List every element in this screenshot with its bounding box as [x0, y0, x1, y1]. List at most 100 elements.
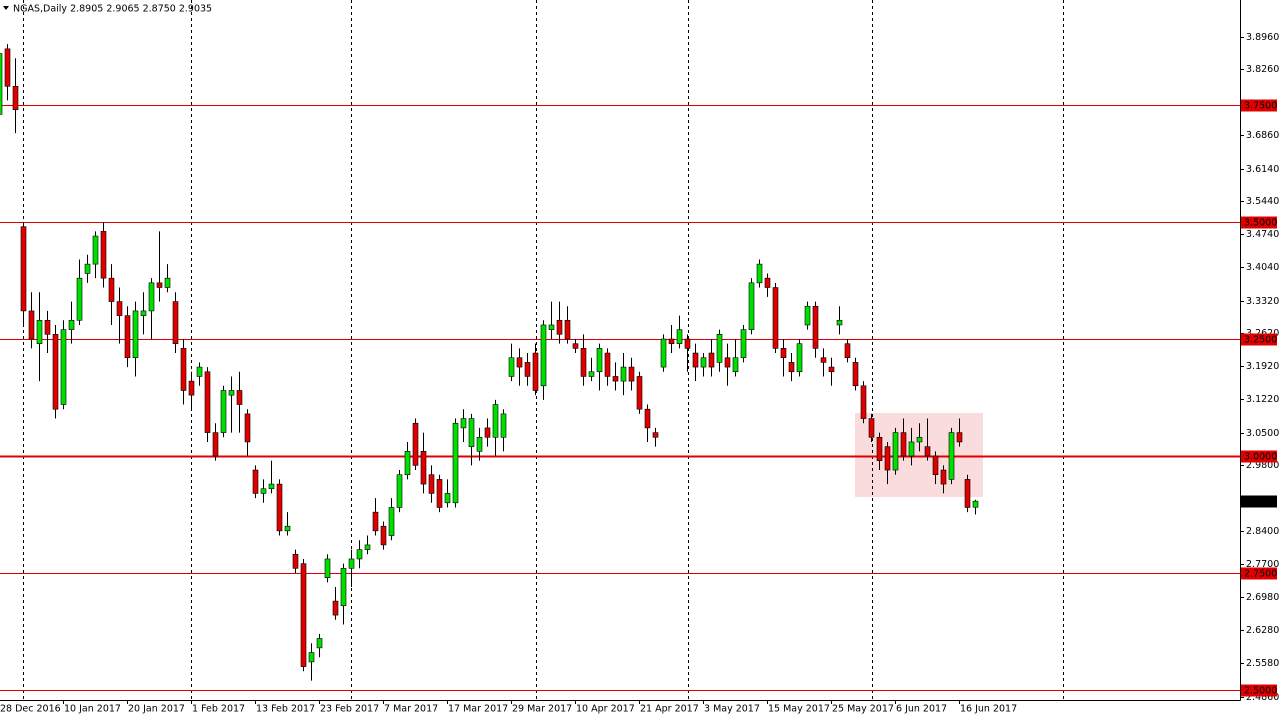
- x-tick-label: 25 May 2017: [832, 704, 894, 715]
- candle-body: [772, 287, 779, 349]
- candle-body: [60, 329, 67, 405]
- candle-body: [572, 343, 579, 349]
- candle-body: [724, 357, 731, 368]
- y-tick-label: 2.8400: [1246, 526, 1279, 537]
- candle-body: [0, 53, 3, 115]
- x-tick-label: 17 Mar 2017: [448, 704, 508, 715]
- candle-body: [884, 446, 891, 471]
- candle-body: [924, 446, 931, 457]
- candle-body: [324, 558, 331, 578]
- y-tick-label: 2.9800: [1246, 460, 1279, 471]
- candle-body: [308, 652, 315, 663]
- candle-body: [684, 338, 691, 349]
- y-tick-label: 3.6860: [1246, 130, 1279, 141]
- candle-body: [124, 315, 131, 359]
- y-tick-label: 3.8260: [1246, 64, 1279, 75]
- level-label: 3.2500: [1244, 335, 1277, 346]
- candle-body: [660, 338, 667, 368]
- chart-title: NGAS,Daily 2.8905 2.9065 2.8750 2.9035: [13, 4, 212, 15]
- y-tick-label: 2.4860: [1246, 692, 1279, 703]
- candle-body: [452, 422, 459, 504]
- candle-body: [364, 544, 371, 550]
- candle-body: [716, 334, 723, 363]
- x-tick-label: 3 May 2017: [704, 704, 760, 715]
- candle-body: [108, 277, 115, 302]
- candle-body: [36, 319, 43, 344]
- candle-body: [900, 432, 907, 457]
- candle-body: [948, 432, 955, 480]
- candle-body: [532, 352, 539, 391]
- candle-body: [172, 301, 179, 344]
- candle-body: [932, 455, 939, 476]
- candle-body: [460, 418, 467, 429]
- candle-body: [700, 357, 707, 368]
- level-label-box: [1241, 216, 1277, 229]
- x-tick-label: 21 Apr 2017: [640, 704, 699, 715]
- candle-body: [628, 366, 635, 382]
- candle-body: [556, 319, 563, 335]
- candle-body: [604, 352, 611, 377]
- candle-body: [300, 563, 307, 667]
- candle-body: [28, 310, 35, 340]
- candle-body: [356, 549, 363, 560]
- level-label: 3.7500: [1244, 101, 1277, 112]
- plot: [0, 44, 1240, 691]
- candle-body: [972, 500, 979, 508]
- level-label: 2.5000: [1244, 686, 1277, 697]
- candle-body: [84, 263, 91, 274]
- candle-body: [788, 362, 795, 373]
- y-tick-label: 3.4740: [1246, 229, 1279, 240]
- candle-body: [500, 413, 507, 438]
- level-label-box: [1241, 450, 1277, 463]
- candle-body: [612, 376, 619, 382]
- candle-body: [4, 48, 11, 87]
- candle-body: [116, 301, 123, 316]
- candle-body: [588, 371, 595, 377]
- y-tick-label: 3.3320: [1246, 296, 1279, 307]
- candle-body: [436, 479, 443, 508]
- x-tick-label: 1 Feb 2017: [192, 704, 245, 715]
- candle-body: [940, 469, 947, 485]
- candle-body: [748, 282, 755, 330]
- candle-body: [644, 408, 651, 429]
- candle-body: [916, 436, 923, 443]
- candle-body: [92, 235, 99, 265]
- candle-body: [188, 380, 195, 396]
- candle-body: [740, 329, 747, 359]
- candle-body: [692, 352, 699, 368]
- level-label: 2.7500: [1244, 569, 1277, 580]
- y-tick-label: 2.7700: [1246, 559, 1279, 570]
- candle-body: [964, 479, 971, 508]
- candle-body: [292, 553, 299, 569]
- candle-body: [868, 418, 875, 438]
- candle-body: [780, 348, 787, 359]
- candle-body: [444, 493, 451, 504]
- candle-body: [476, 436, 483, 452]
- y-tick-label: 2.5580: [1246, 658, 1279, 669]
- candle-body: [828, 366, 835, 373]
- candle-body: [156, 282, 163, 288]
- x-tick-label: 6 Jun 2017: [896, 704, 947, 715]
- y-tick-label: 3.1920: [1246, 361, 1279, 372]
- candle-body: [276, 483, 283, 532]
- current-price-box: [1241, 495, 1277, 508]
- y-tick-label: 3.5440: [1246, 196, 1279, 207]
- x-tick-label: 28 Dec 2016: [0, 704, 61, 715]
- y-tick-label: 3.0500: [1246, 428, 1279, 439]
- candle-body: [796, 343, 803, 373]
- candle-body: [52, 334, 59, 410]
- candle-body: [228, 390, 235, 396]
- candle-body: [204, 371, 211, 433]
- candle-body: [196, 366, 203, 377]
- candle-body: [516, 357, 523, 368]
- candle-body: [212, 432, 219, 457]
- candle-body: [668, 338, 675, 344]
- candle-body: [388, 507, 395, 536]
- y-tick-label: 3.8960: [1246, 32, 1279, 43]
- candle-body: [236, 390, 243, 405]
- candle-body: [244, 413, 251, 443]
- candle-body: [180, 348, 187, 391]
- candle-body: [140, 310, 147, 316]
- level-label-box: [1241, 99, 1277, 112]
